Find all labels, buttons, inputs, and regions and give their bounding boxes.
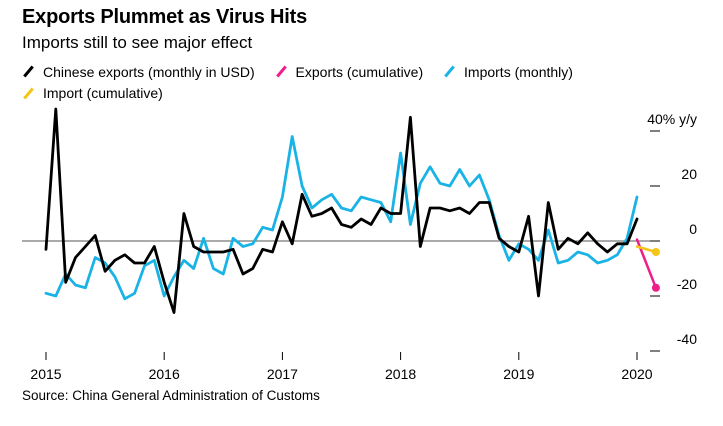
legend-label: Exports (cumulative)	[295, 63, 424, 80]
x-axis: 2015 2016 2017 2018 2019 2020	[30, 352, 653, 382]
x-tick-label: 2017	[267, 366, 298, 382]
legend-swatch-icon	[275, 65, 287, 78]
y-tick-label: -20	[677, 276, 697, 292]
source-note: Source: China General Administration of …	[22, 388, 320, 403]
y-tick-label: 40% y/y	[647, 111, 697, 127]
y-tick-label: 20	[681, 166, 697, 182]
chart-subtitle: Imports still to see major effect	[22, 33, 253, 52]
legend-item-import-cumulative: Import (cumulative)	[22, 83, 163, 103]
legend: Chinese exports (monthly in USD) Exports…	[22, 60, 712, 103]
x-tick-label: 2020	[621, 366, 652, 382]
series-line-imports-monthly	[44, 135, 639, 301]
legend-item-exports-cumulative: Exports (cumulative)	[275, 62, 424, 82]
y-tick-label: 0	[689, 221, 697, 237]
series-layer	[44, 107, 660, 314]
legend-swatch-icon	[444, 65, 455, 78]
legend-swatch-icon	[23, 87, 34, 99]
chart-title: Exports Plummet as Virus Hits	[22, 6, 308, 28]
legend-label: Chinese exports (monthly in USD)	[43, 63, 255, 80]
legend-label: Imports (monthly)	[464, 63, 573, 80]
x-tick-label: 2019	[503, 366, 534, 382]
legend-item-imports-monthly: Imports (monthly)	[443, 62, 573, 82]
series-end-marker-import-cumulative	[651, 248, 660, 256]
x-tick-label: 2016	[149, 366, 180, 382]
series-line-chinese-exports-monthly-in-usd	[44, 107, 639, 314]
y-tick-label: -40	[677, 331, 697, 347]
legend-swatch-icon	[23, 65, 34, 78]
series-end-marker-exports-cumulative	[651, 283, 660, 292]
y-axis: 40% y/y 20 0 -20 -40	[647, 111, 697, 352]
x-tick-label: 2018	[385, 366, 416, 382]
legend-label: Import (cumulative)	[43, 85, 163, 101]
x-tick-label: 2015	[30, 366, 61, 382]
legend-item-exports-monthly: Chinese exports (monthly in USD)	[22, 62, 255, 82]
